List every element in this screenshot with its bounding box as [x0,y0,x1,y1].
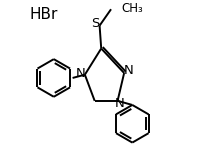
Text: S: S [91,18,100,30]
Text: HBr: HBr [29,7,58,22]
Text: N: N [123,64,133,77]
Text: CH₃: CH₃ [122,2,143,15]
Text: N: N [115,97,125,110]
Text: N: N [76,67,86,80]
